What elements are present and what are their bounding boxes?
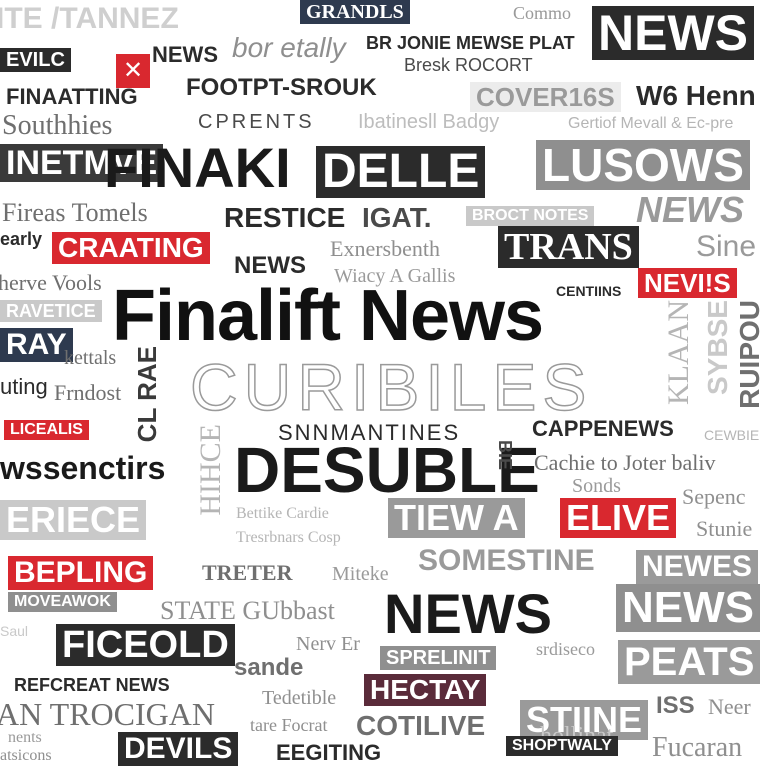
word-sine: Sine bbox=[696, 230, 757, 263]
word-sybse: SYBSE bbox=[702, 300, 733, 395]
word-cl-rae: CL RAE bbox=[132, 346, 162, 443]
close-icon: ✕ bbox=[116, 54, 150, 88]
word-news-top-right: NEWS bbox=[592, 6, 754, 60]
word-sprelinit: SPRELINIT bbox=[380, 646, 497, 670]
word-nerv-er: Nerv Er bbox=[296, 633, 360, 655]
word-hihce: HIHCE bbox=[194, 424, 227, 516]
word-eriece: ERIECE bbox=[0, 500, 147, 540]
word-desuble: DESUBLE bbox=[234, 434, 540, 506]
word-curibiles: CURIBILES bbox=[189, 350, 593, 424]
word-hectay: HECTAY bbox=[364, 674, 487, 706]
word-frndost: Frndost bbox=[54, 380, 122, 405]
word-shoptwaly: SHOPTWALY bbox=[506, 736, 618, 756]
word-news-mid: NEWS bbox=[234, 252, 306, 279]
word-bresk-rocort: Bresk ROCORT bbox=[404, 55, 533, 75]
word-tiew-a: TIEW A bbox=[388, 498, 525, 538]
word-bepling: BEPLING bbox=[8, 556, 154, 590]
word-footpt-srouk: FOOTPT-SROUK bbox=[186, 74, 377, 101]
word-bettike: Bettike Cardie bbox=[236, 505, 329, 522]
word-an-trocigan: AN TROCIGAN bbox=[0, 696, 215, 732]
word-klaan: KLAAN bbox=[662, 300, 695, 405]
word-licealis: LICEALIS bbox=[4, 420, 89, 440]
word-sande: sande bbox=[234, 654, 304, 681]
word-lusows: LUSOWS bbox=[536, 140, 750, 190]
word-fireas-tomels: Fireas Tomels bbox=[2, 198, 148, 227]
word-trans: TRANS bbox=[498, 226, 639, 268]
word-wssenctirs: wssenctirs bbox=[0, 450, 166, 486]
word-ravetice: RAVETICE bbox=[0, 300, 102, 322]
word-delle: DELLE bbox=[316, 146, 486, 198]
word-tresrbnars: Tresrbnars Cosp bbox=[236, 529, 341, 546]
word-atsicons: atsicons bbox=[0, 747, 52, 764]
word-nevis: NEVI!S bbox=[638, 268, 737, 298]
word-ibatinesll: Ibatinesll Badgy bbox=[358, 111, 500, 133]
word-elive: ELIVE bbox=[560, 498, 677, 538]
word-peats: PEATS bbox=[618, 640, 761, 684]
word-bor-etally: bor etally bbox=[232, 32, 346, 63]
word-stiine: STIINE bbox=[520, 700, 649, 740]
word-wiacy: Wiacy A Gallis bbox=[334, 265, 456, 287]
word-cover16s: COVER16S bbox=[470, 82, 621, 112]
word-devils: DEVILS bbox=[118, 732, 239, 766]
word-somestine: SOMESTINE bbox=[418, 544, 595, 577]
word-evilc: EVILC bbox=[0, 48, 71, 72]
word-cotilive: COTILIVE bbox=[356, 710, 486, 741]
word-finaki: FINAKI bbox=[104, 136, 291, 199]
word-herve-vools: herve Vools bbox=[0, 270, 102, 295]
word-refcreat-news: REFCREAT NEWS bbox=[14, 675, 170, 695]
word-ite-tannez: ITE /TANNEZ bbox=[0, 2, 179, 35]
word-centiins: CENTIINS bbox=[556, 283, 622, 299]
word-w6-henn: W6 Henn bbox=[636, 80, 756, 111]
word-moveawok: MOVEAWOK bbox=[8, 592, 117, 612]
word-uting: uting bbox=[0, 374, 48, 399]
word-gertiof: Gertiof Mevall & Ec-pre bbox=[568, 115, 734, 132]
word-exnersbenth: Exnersbenth bbox=[330, 236, 440, 261]
word-broct-notes: BROCT NOTES bbox=[466, 206, 595, 226]
word-igat: IGAT. bbox=[362, 202, 432, 233]
word-cewbie: CEWBIE bbox=[704, 427, 760, 443]
word-nents: nents bbox=[8, 729, 42, 746]
word-tare-focrat: tare Focrat bbox=[250, 715, 328, 735]
word-cprents: CPRENTS bbox=[198, 111, 315, 133]
word-news-right-grey: NEWS bbox=[616, 584, 760, 632]
word-news-center-bottom: NEWS bbox=[384, 582, 552, 645]
word-news-small: NEWS bbox=[152, 42, 218, 67]
word-kettals: kettals bbox=[64, 347, 117, 369]
word-commo: Commo bbox=[513, 3, 572, 23]
word-sepenc: Sepenc bbox=[682, 484, 746, 509]
word-early: early bbox=[0, 229, 43, 249]
word-newes: NEWES bbox=[636, 550, 759, 584]
word-miteke: Miteke bbox=[332, 563, 389, 585]
word-ruipou: RUIPOU bbox=[734, 300, 765, 409]
word-br-jonie: BR JONIE MEWSE PLAT bbox=[366, 33, 575, 53]
word-bie: BIE bbox=[495, 440, 515, 471]
word-grandls: GRANDLS bbox=[300, 0, 410, 24]
word-state-gubbast: STATE GUbbast bbox=[160, 596, 335, 625]
word-restice: RESTICE bbox=[224, 202, 346, 233]
word-southhies: Southhies bbox=[2, 110, 113, 141]
word-cachie: Cachie to Joter baliv bbox=[534, 450, 716, 475]
word-saul: Saul bbox=[0, 623, 29, 639]
word-iss: ISS bbox=[656, 692, 695, 719]
word-news-italic-grey: NEWS bbox=[636, 189, 744, 230]
word-treter: TRETER bbox=[202, 560, 293, 585]
word-neer: Neer bbox=[708, 694, 751, 719]
word-tedetible: Tedetible bbox=[262, 687, 337, 709]
headline-finalift-news: Finalift News bbox=[112, 276, 544, 356]
word-stunie: Stunie bbox=[696, 516, 753, 541]
word-cappenews: CAPPENEWS bbox=[532, 416, 674, 441]
word-ray: RAY bbox=[0, 328, 73, 362]
word-eegiting: EEGITING bbox=[276, 740, 382, 765]
word-sonds: Sonds bbox=[572, 475, 621, 497]
word-srdiseco: srdiseco bbox=[536, 639, 595, 659]
word-finaatting: FINAATTING bbox=[6, 84, 138, 109]
word-ficeold: FICEOLD bbox=[56, 624, 235, 666]
word-craating: CRAATING bbox=[52, 232, 210, 264]
word-inetmve: INETMVE bbox=[0, 144, 164, 182]
word-snnmantines: SNNMANTINES bbox=[278, 420, 461, 445]
word-fucaran: Fucaran bbox=[652, 732, 743, 763]
